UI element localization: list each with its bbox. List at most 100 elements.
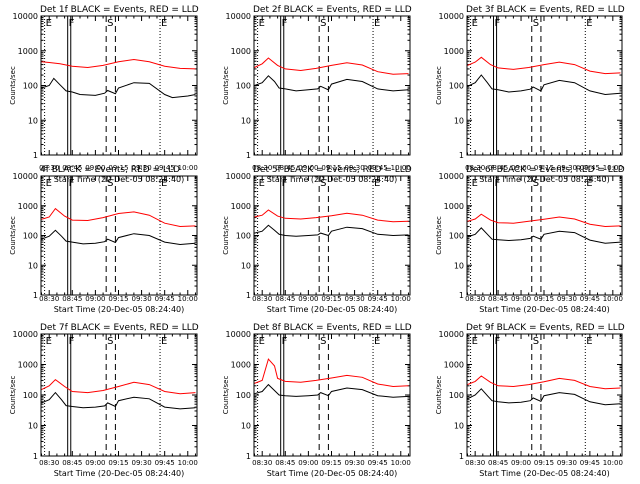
y-tick-label: 100 (23, 391, 38, 400)
series-line (467, 227, 621, 244)
y-tick-label: 1 (459, 452, 464, 461)
x-tick-label: 09:30 (344, 164, 364, 172)
detector-panel: Det 8f BLACK = Events, RED = LLD 1 10 100 10… (222, 323, 412, 478)
y-tick-label: 1000 (231, 202, 251, 211)
y-tick-label: 10 (241, 261, 251, 270)
y-axis-label: Counts/sec (9, 66, 17, 105)
series-line (254, 358, 409, 388)
x-tick-label: 08:30 (465, 164, 485, 172)
y-tick-label: 10 (28, 261, 38, 270)
x-tick-label: 09:15 (108, 459, 128, 467)
y-axis-label: Counts/sec (9, 376, 17, 415)
x-tick-label: 09:00 (85, 295, 105, 303)
marker-label: S (320, 336, 326, 347)
y-tick-label: 1 (246, 291, 251, 300)
series-line (41, 207, 196, 228)
y-tick-label: 10000 (13, 12, 38, 21)
x-tick-label: 09:30 (557, 164, 577, 172)
x-tick-label: 09:15 (321, 459, 341, 467)
plot-frame (253, 175, 411, 296)
x-axis-label: Start Time (20-Dec-05 08:24:40) (479, 469, 610, 478)
x-tick-label: 08:45 (488, 459, 508, 467)
y-tick-label: 10 (454, 422, 464, 431)
plot-frame (253, 333, 411, 457)
x-tick-label: 08:30 (39, 295, 59, 303)
x-tick-label: 09:30 (131, 459, 151, 467)
marker-label: F (69, 336, 75, 347)
x-tick-label: 09:15 (534, 459, 554, 467)
x-tick-label: 09:00 (85, 459, 105, 467)
marker-label: F (282, 336, 288, 347)
y-tick-label: 1 (33, 452, 38, 461)
y-axis-label: Counts/sec (222, 376, 230, 415)
y-tick-label: 10000 (226, 12, 251, 21)
y-tick-label: 1000 (444, 202, 464, 211)
x-axis-label: Start Time (20-Dec-05 08:24:40) (267, 175, 398, 184)
marker-label: E (46, 18, 52, 29)
detector-panel: Det 3f BLACK = Events, RED = LLD 1 10 100 10… (435, 5, 625, 184)
y-axis-label: Counts/sec (222, 216, 230, 255)
y-tick-label: 10000 (226, 330, 251, 339)
panel-title: Det 8f BLACK = Events, RED = LLD (253, 323, 412, 333)
y-axis-label: Counts/sec (222, 66, 230, 105)
panel-title: 4f BLACK = Events, RED = LLD (40, 165, 180, 175)
x-tick-label: 09:45 (155, 459, 175, 467)
y-tick-label: 1 (459, 291, 464, 300)
series-line (41, 378, 196, 395)
y-tick-label: 10000 (439, 172, 464, 181)
x-axis-label: Start Time (20-Dec-05 08:24:40) (54, 305, 185, 314)
marker-label: S (533, 178, 539, 189)
marker-label: E (586, 18, 592, 29)
marker-label: S (107, 336, 113, 347)
marker-label: E (46, 336, 52, 347)
marker-label: E (161, 178, 167, 189)
panel-title: Det 9f BLACK = Events, RED = LLD (466, 323, 625, 333)
x-tick-label: 09:30 (557, 459, 577, 467)
marker-label: F (282, 178, 288, 189)
marker-label: E (374, 336, 380, 347)
y-tick-label: 1 (33, 291, 38, 300)
y-tick-label: 1000 (444, 361, 464, 370)
x-tick-label: 09:15 (108, 295, 128, 303)
panel-title: Det 3f BLACK = Events, RED = LLD (466, 5, 625, 15)
detector-panel: 4f BLACK = Events, RED = LLD 1 10 100 1000 10… (9, 165, 198, 314)
x-tick-label: 09:45 (368, 459, 388, 467)
x-tick-label: 09:00 (298, 459, 318, 467)
x-tick-label: 10:00 (178, 164, 198, 172)
x-tick-label: 09:00 (298, 295, 318, 303)
x-tick-label: 10:00 (178, 295, 198, 303)
detector-panel: Det 5f BLACK = Events, RED = LLD 1 10 100 10… (222, 165, 412, 314)
marker-label: S (320, 18, 326, 29)
detector-panel: Det 2f BLACK = Events, RED = LLD 1 10 100 10… (222, 5, 412, 184)
panel-title: Det 6f BLACK = Events, RED = LLD (466, 165, 625, 175)
marker-label: E (161, 336, 167, 347)
x-tick-label: 09:45 (580, 295, 600, 303)
marker-label: E (259, 178, 265, 189)
marker-label: E (472, 336, 478, 347)
x-tick-label: 09:45 (368, 295, 388, 303)
series-line (254, 57, 409, 75)
series-line (254, 209, 409, 223)
x-tick-label: 09:15 (534, 295, 554, 303)
marker-label: E (46, 178, 52, 189)
x-tick-label: 09:00 (511, 164, 531, 172)
x-tick-label: 09:00 (511, 295, 531, 303)
y-tick-label: 1000 (18, 47, 38, 56)
series-line (254, 224, 409, 237)
x-tick-label: 08:30 (252, 164, 272, 172)
panel-title: Det 5f BLACK = Events, RED = LLD (253, 165, 412, 175)
x-tick-label: 08:45 (275, 164, 295, 172)
x-tick-label: 09:00 (298, 164, 318, 172)
y-tick-label: 10 (241, 422, 251, 431)
detector-panel: Det 6f BLACK = Events, RED = LLD 1 10 100 10… (435, 165, 625, 314)
series-line (467, 375, 621, 390)
x-tick-label: 10:00 (603, 164, 623, 172)
series-line (467, 213, 621, 228)
x-axis-label: Start Time (20-Dec-05 08:24:40) (54, 469, 185, 478)
y-tick-label: 1000 (231, 47, 251, 56)
detector-panel: Det 1f BLACK = Events, RED = LLD 1 10 100 10… (9, 5, 199, 184)
marker-label: S (320, 178, 326, 189)
x-tick-label: 08:45 (62, 295, 82, 303)
